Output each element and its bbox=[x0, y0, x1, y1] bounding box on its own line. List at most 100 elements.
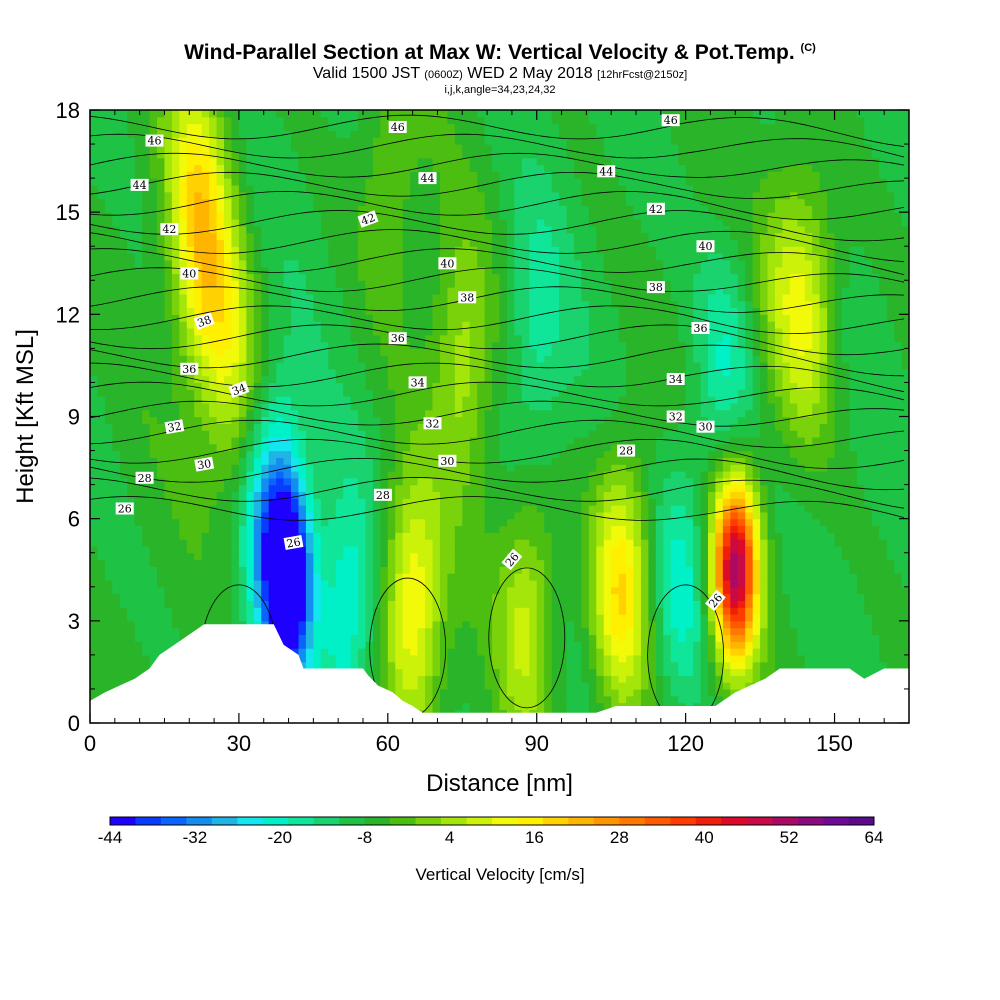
velocity-cell bbox=[417, 593, 426, 601]
velocity-cell bbox=[291, 450, 300, 458]
velocity-cell bbox=[320, 607, 329, 615]
velocity-cell bbox=[506, 511, 515, 520]
velocity-cell bbox=[447, 641, 456, 649]
velocity-cell bbox=[328, 484, 337, 493]
velocity-cell bbox=[864, 552, 873, 561]
velocity-cell bbox=[529, 675, 538, 683]
velocity-cell bbox=[633, 416, 642, 424]
velocity-cell bbox=[499, 627, 508, 636]
velocity-cell bbox=[462, 675, 471, 683]
velocity-cell bbox=[730, 614, 739, 622]
velocity-cell bbox=[841, 436, 851, 445]
velocity-cell bbox=[655, 430, 664, 438]
velocity-cell bbox=[789, 416, 798, 424]
velocity-cell bbox=[134, 661, 143, 670]
velocity-cell bbox=[97, 668, 106, 676]
velocity-cell bbox=[447, 436, 456, 445]
velocity-cell bbox=[566, 641, 575, 649]
velocity-cell bbox=[238, 579, 247, 588]
velocity-cell bbox=[685, 498, 694, 506]
velocity-cell bbox=[350, 654, 359, 663]
velocity-cell bbox=[127, 559, 136, 567]
velocity-cell bbox=[447, 532, 456, 540]
velocity-cell bbox=[149, 416, 158, 424]
velocity-cell bbox=[97, 627, 106, 636]
velocity-cell bbox=[127, 641, 136, 649]
velocity-cell bbox=[238, 552, 247, 561]
velocity-cell bbox=[231, 607, 240, 615]
velocity-cell bbox=[663, 682, 672, 690]
velocity-cell bbox=[462, 641, 471, 649]
velocity-cell bbox=[410, 525, 419, 533]
velocity-cell bbox=[886, 627, 895, 636]
velocity-cell bbox=[678, 430, 687, 438]
velocity-cell bbox=[454, 518, 463, 527]
velocity-cell bbox=[834, 498, 843, 506]
velocity-cell bbox=[313, 539, 322, 547]
velocity-cell bbox=[774, 593, 784, 601]
velocity-cell bbox=[856, 457, 865, 465]
velocity-cell bbox=[521, 464, 530, 472]
velocity-cell bbox=[886, 593, 895, 601]
velocity-cell bbox=[633, 532, 642, 540]
velocity-cell bbox=[328, 641, 337, 649]
velocity-cell bbox=[618, 416, 627, 424]
velocity-cell bbox=[305, 525, 314, 533]
velocity-cell bbox=[216, 566, 225, 574]
velocity-cell bbox=[871, 443, 880, 452]
velocity-cell bbox=[387, 648, 396, 656]
velocity-cell bbox=[350, 511, 359, 520]
velocity-cell bbox=[544, 627, 553, 636]
velocity-cell bbox=[201, 416, 210, 424]
velocity-cell bbox=[685, 505, 694, 513]
velocity-cell bbox=[253, 457, 262, 465]
velocity-cell bbox=[410, 661, 419, 670]
velocity-cell bbox=[365, 607, 374, 615]
velocity-cell bbox=[246, 573, 255, 581]
velocity-cell bbox=[209, 559, 218, 567]
velocity-cell bbox=[328, 430, 337, 438]
velocity-cell bbox=[395, 566, 404, 574]
velocity-cell bbox=[469, 688, 478, 697]
velocity-cell bbox=[328, 518, 337, 527]
velocity-cell bbox=[119, 668, 128, 676]
velocity-cell bbox=[134, 600, 143, 608]
velocity-cell bbox=[454, 600, 463, 608]
velocity-cell bbox=[648, 661, 657, 670]
velocity-cell bbox=[231, 477, 240, 486]
velocity-cell bbox=[372, 532, 381, 540]
velocity-cell bbox=[90, 654, 99, 663]
velocity-cell bbox=[626, 470, 635, 479]
velocity-cell bbox=[164, 573, 173, 581]
velocity-cell bbox=[745, 634, 754, 642]
velocity-cell bbox=[90, 484, 99, 493]
velocity-cell bbox=[834, 573, 843, 581]
velocity-cell bbox=[328, 532, 337, 540]
velocity-cell bbox=[164, 470, 173, 479]
velocity-cell bbox=[581, 668, 590, 676]
velocity-cell bbox=[484, 484, 493, 493]
velocity-cell bbox=[611, 532, 620, 540]
velocity-cell bbox=[901, 423, 909, 431]
velocity-cell bbox=[581, 634, 590, 642]
velocity-cell bbox=[305, 409, 314, 418]
velocity-cell bbox=[864, 464, 873, 472]
velocity-cell bbox=[655, 566, 664, 574]
velocity-cell bbox=[834, 661, 843, 670]
velocity-cell bbox=[506, 688, 515, 697]
velocity-cell bbox=[253, 498, 262, 506]
velocity-cell bbox=[372, 457, 381, 465]
velocity-cell bbox=[678, 532, 687, 540]
velocity-cell bbox=[477, 450, 486, 458]
velocity-cell bbox=[142, 620, 151, 629]
velocity-cell bbox=[827, 552, 836, 561]
velocity-cell bbox=[224, 484, 233, 493]
velocity-cell bbox=[492, 491, 501, 499]
velocity-cell bbox=[626, 484, 635, 493]
velocity-cell bbox=[343, 627, 352, 636]
velocity-cell bbox=[447, 614, 456, 622]
velocity-cell bbox=[514, 695, 523, 704]
velocity-cell bbox=[387, 559, 396, 567]
velocity-cell bbox=[752, 668, 761, 676]
velocity-cell bbox=[276, 627, 285, 636]
